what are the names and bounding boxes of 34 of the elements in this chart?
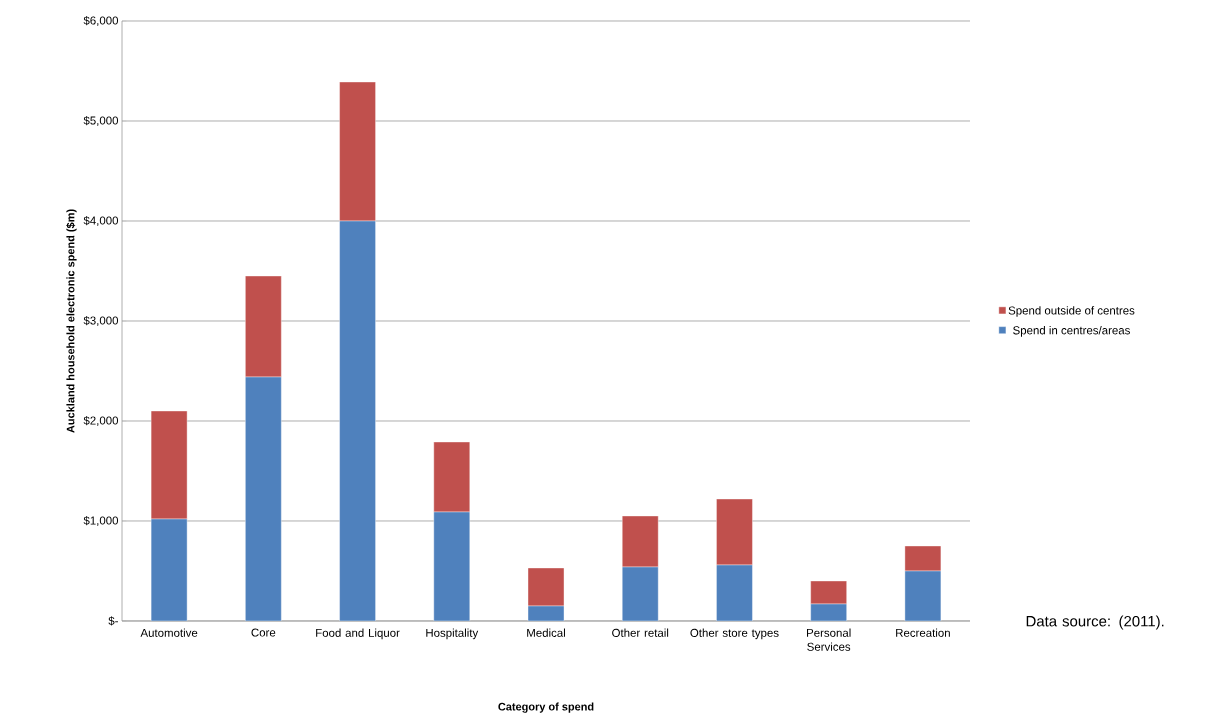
- y-tick-label: $1,000: [83, 516, 119, 526]
- bar: [810, 580, 847, 605]
- bar: [527, 567, 565, 607]
- bar: [339, 220, 376, 621]
- x-axis-title: Category of spend: [498, 702, 594, 713]
- x-tick-label: Other store types: [690, 628, 779, 640]
- y-tick-label: $-: [108, 616, 118, 626]
- x-tick-label: Food and Liquor: [316, 628, 400, 640]
- bar: [150, 518, 188, 621]
- bar: [716, 564, 753, 621]
- legend-label: Spend outside of centres: [1008, 306, 1135, 317]
- legend-label: Spend in centres/areas: [1013, 325, 1130, 337]
- bar: [904, 570, 942, 621]
- x-tick-label: Core: [251, 628, 276, 637]
- x-tick-label: Hospitality: [426, 628, 479, 640]
- bar: [245, 275, 282, 378]
- y-tick-label: $5,000: [83, 116, 119, 126]
- x-tick-label: Other retail: [612, 628, 669, 637]
- source-note: Data source: (2011).: [1026, 615, 1164, 630]
- bar: [622, 566, 659, 621]
- y-tick-label: $2,000: [83, 416, 119, 426]
- x-tick-label: Personal Services: [807, 628, 851, 651]
- bar: [245, 376, 282, 621]
- y-axis-title: Auckland household electronic spend ($m): [66, 209, 77, 433]
- bar: [716, 498, 753, 566]
- x-tick-label: Recreation: [896, 628, 950, 637]
- y-tick-label: $4,000: [83, 216, 119, 226]
- x-tick-label: Medical: [527, 628, 565, 637]
- bar: [433, 441, 470, 513]
- bar: [622, 515, 659, 568]
- bar: [433, 511, 470, 621]
- x-tick-label: Automotive: [140, 628, 198, 637]
- y-tick-label: $6,000: [83, 16, 119, 26]
- y-tick-label: $3,000: [83, 316, 119, 326]
